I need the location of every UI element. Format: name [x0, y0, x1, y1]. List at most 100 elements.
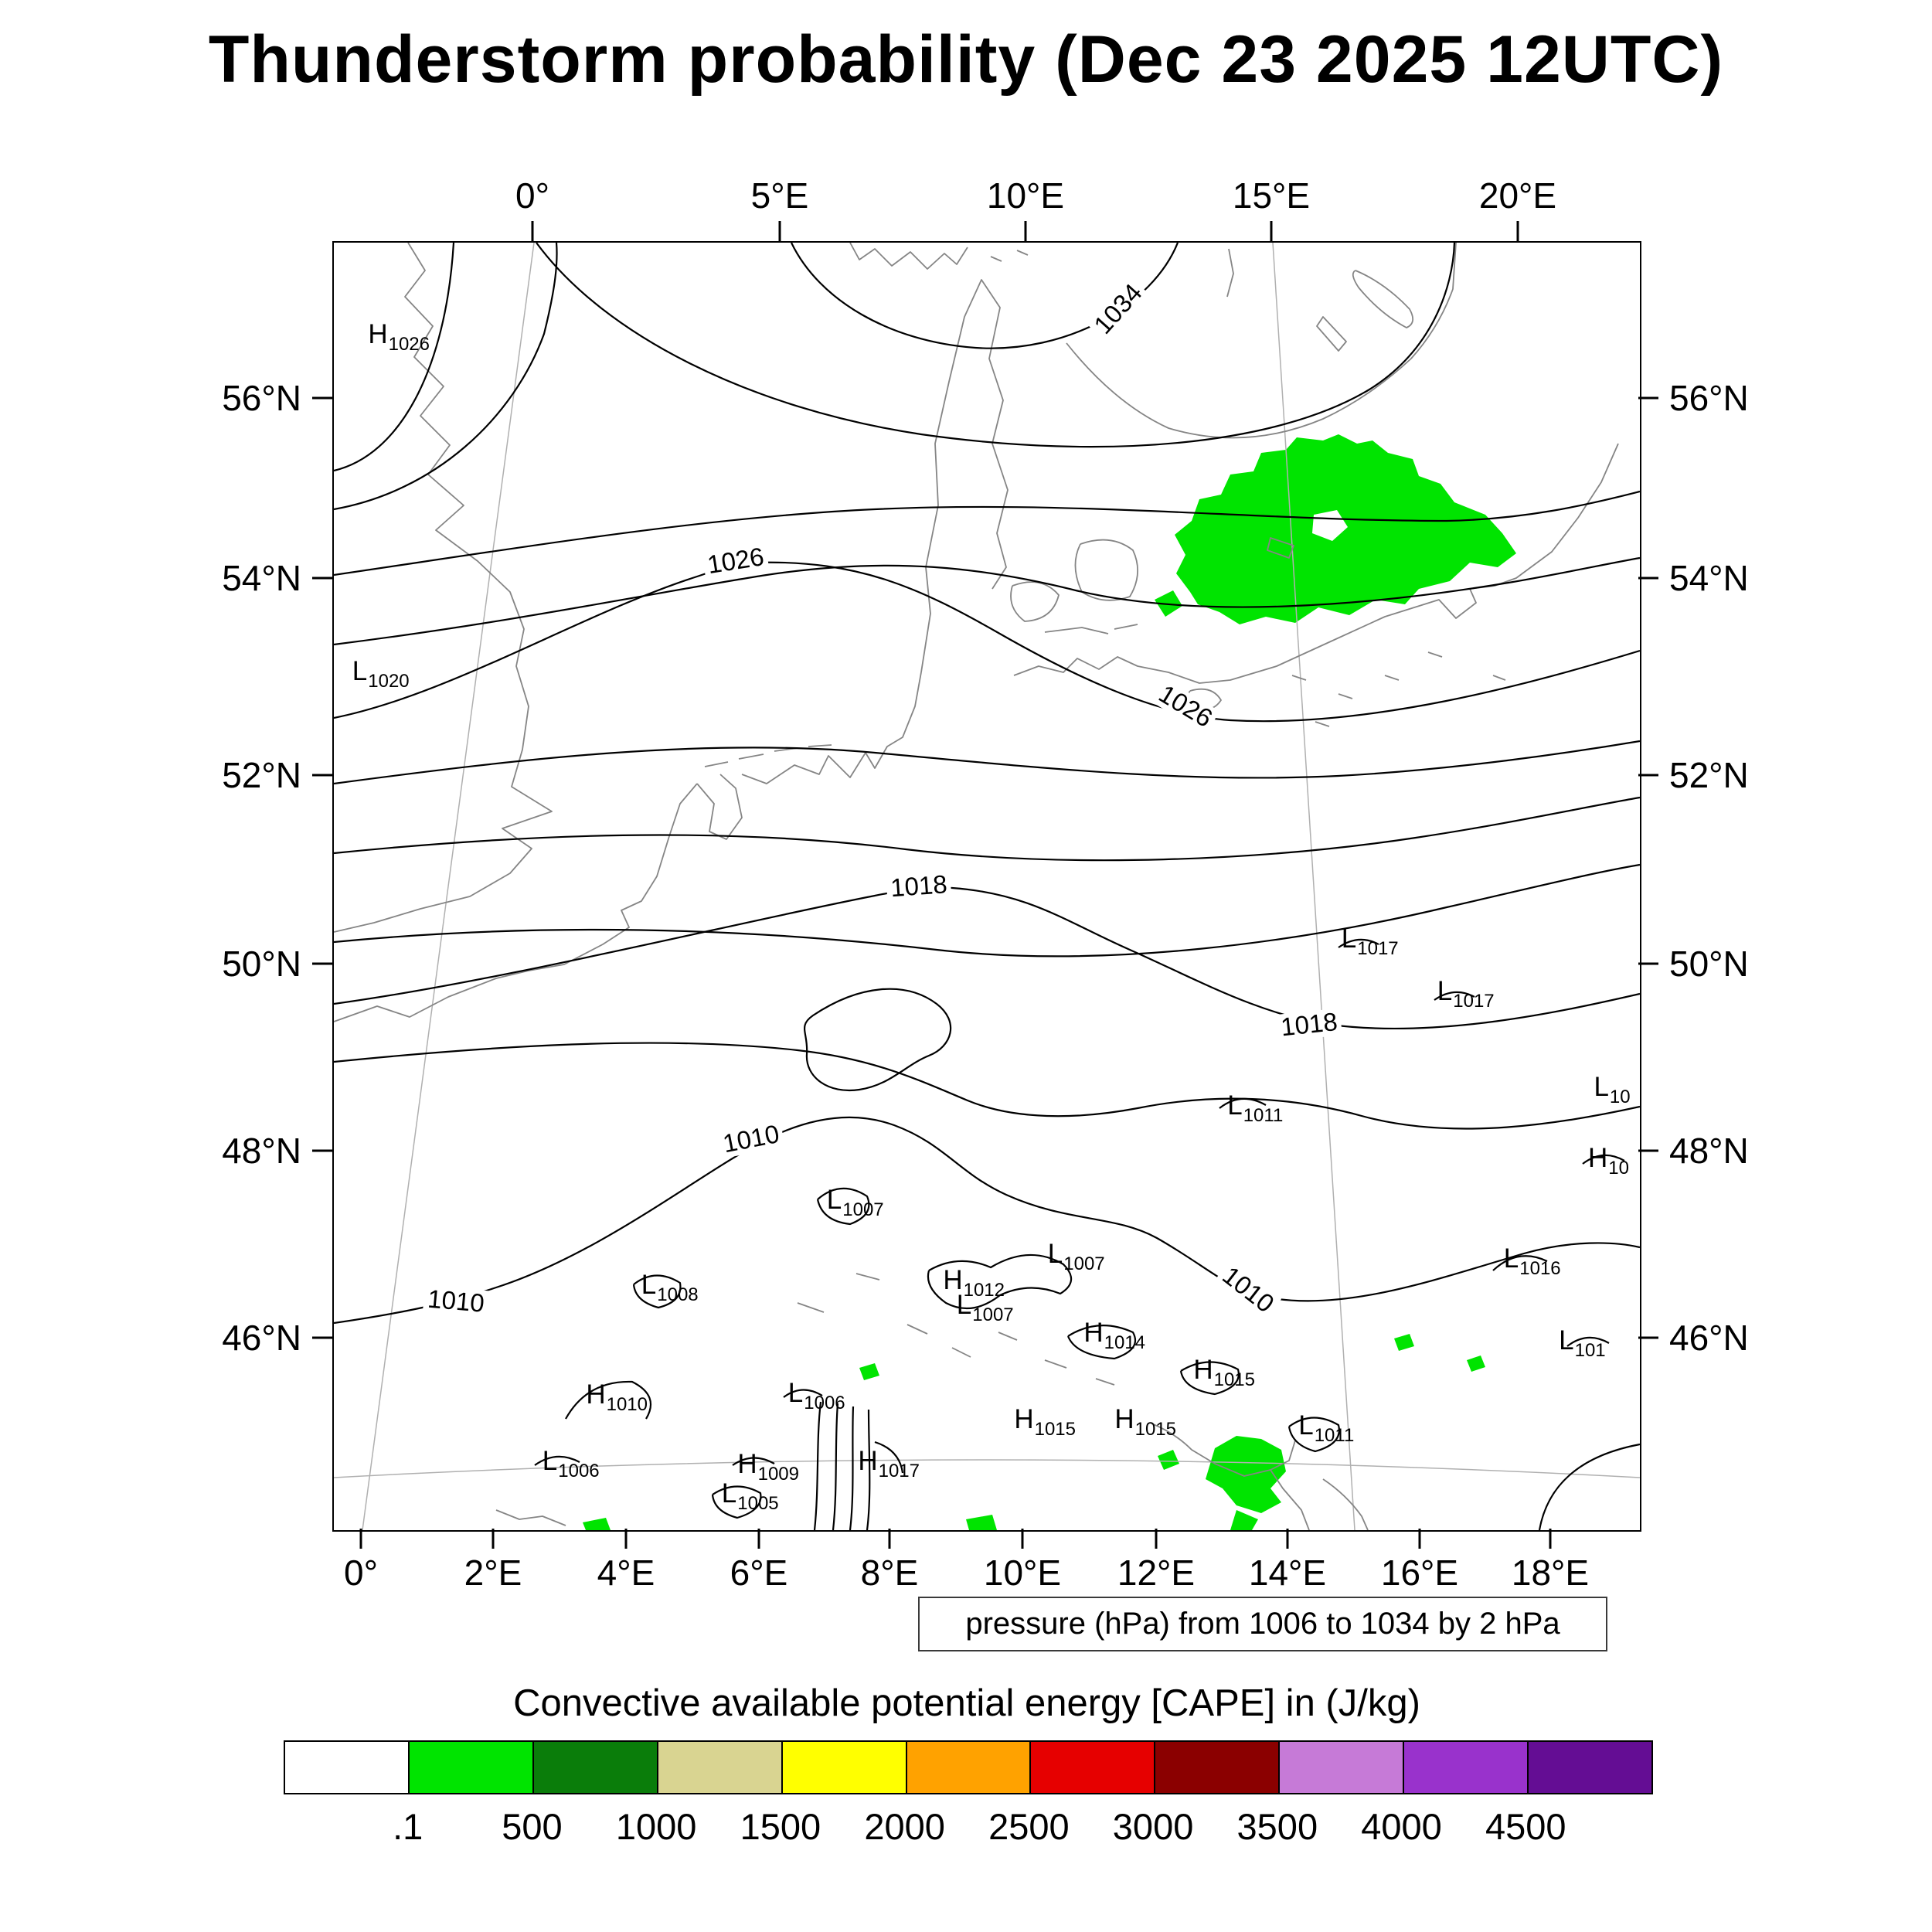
axis-label-left: 48°N: [222, 1131, 301, 1171]
cape-area-south-bit: [1230, 1510, 1258, 1530]
pressure-center-letter: L: [641, 1270, 657, 1301]
isobar-wiggle: [803, 988, 952, 1092]
pressure-center: L1006: [543, 1446, 600, 1481]
axis-label-right: 46°N: [1669, 1318, 1749, 1358]
page-title: Thunderstorm probability (Dec 23 2025 12…: [208, 22, 1724, 97]
axis-tick-top: [1024, 221, 1027, 241]
map-overlays: 1034 1026 1026 1018 1018 1010 1010 1010 H1026 L10…: [334, 243, 1640, 1530]
cape-area-south-main: [1206, 1436, 1286, 1513]
pressure-center: L1007: [826, 1185, 884, 1220]
isobar-loop: [1066, 1325, 1137, 1360]
axis-label-top: 10°E: [986, 175, 1065, 216]
axis-label-top: 15°E: [1232, 175, 1311, 216]
axis-label-bottom: 18°E: [1511, 1553, 1590, 1593]
colorbar-tick-label: 3000: [1112, 1806, 1194, 1847]
coast-britain: [334, 243, 553, 933]
pressure-center: H1014: [1083, 1318, 1145, 1353]
axis-label-bottom: 14°E: [1248, 1553, 1327, 1593]
contour-label: 1026: [1151, 678, 1220, 735]
axis-tick-top: [531, 221, 534, 241]
pressure-caption-box: pressure (hPa) from 1006 to 1034 by 2 hP…: [918, 1597, 1607, 1651]
isobar-1018: [334, 886, 1640, 1030]
isobar-gradient-lines: [813, 1401, 871, 1530]
axis-label-bottom: 6°E: [730, 1553, 788, 1593]
coast-france-benelux: [334, 783, 698, 1022]
coast-jutland: [920, 279, 1009, 673]
pressure-caption-text: pressure (hPa) from 1006 to 1034 by 2 hP…: [965, 1607, 1560, 1641]
pressure-center-letter: L: [352, 656, 368, 687]
axis-label-bottom: 16°E: [1380, 1553, 1459, 1593]
isobars-layer: [334, 243, 1640, 1530]
pressure-center: L1016: [1504, 1243, 1561, 1279]
isobar: [334, 243, 455, 472]
pressure-center-value: 1015: [1134, 1419, 1177, 1440]
pressure-center-value: 1010: [606, 1394, 648, 1416]
axis-tick-top: [1516, 221, 1519, 241]
pressure-center-value: 1007: [842, 1199, 884, 1221]
isobar-arc: [1219, 1097, 1267, 1109]
axis-label-right: 48°N: [1669, 1131, 1749, 1171]
coast-german-bight: [741, 672, 922, 784]
isobar-1010: [334, 1116, 1640, 1325]
pressure-center-value: 1011: [1314, 1425, 1355, 1447]
coast-bornholm: [1267, 537, 1294, 559]
coast-oland: [1316, 316, 1347, 352]
coast-fyn: [1010, 581, 1060, 622]
pressure-center: L1008: [641, 1270, 699, 1305]
pressure-center-value: 1007: [972, 1304, 1014, 1326]
axis-tick-left: [312, 1336, 332, 1339]
cape-colorbar: [284, 1740, 1653, 1794]
pressure-center-value: 1006: [558, 1461, 600, 1482]
axis-tick-left: [312, 396, 332, 400]
pressure-center-letter: L: [1227, 1090, 1243, 1121]
isobar-loop: [632, 1274, 682, 1309]
pressure-center-value: 10: [1608, 1158, 1629, 1179]
contour-label: 1026: [702, 542, 770, 580]
pressure-center-letter: L: [826, 1185, 842, 1216]
coast-lakes-poland: [1291, 651, 1506, 727]
pressure-center-value: 1005: [737, 1493, 779, 1515]
pressure-center-letter: L: [787, 1378, 804, 1409]
pressure-center-value: 10: [1609, 1087, 1631, 1108]
axis-tick-left: [312, 774, 332, 777]
pressure-center-letter: H: [586, 1379, 606, 1410]
pressure-center-letter: L: [721, 1478, 737, 1509]
pressure-center: H1012: [943, 1265, 1005, 1301]
axis-label-bottom: 12°E: [1117, 1553, 1196, 1593]
isobar-arc: [534, 1455, 580, 1466]
colorbar-cell: [1155, 1742, 1281, 1793]
axis-label-left: 52°N: [222, 755, 301, 795]
axis-label-right: 56°N: [1669, 378, 1749, 418]
coast-danish-islands: [1044, 624, 1138, 634]
axis-label-bottom: 10°E: [983, 1553, 1062, 1593]
colorbar-tick-label: 2000: [864, 1806, 945, 1847]
coast-alpine-lakes: [797, 1273, 1115, 1386]
pressure-center-letter: L: [1298, 1410, 1314, 1441]
axis-label-right: 50°N: [1669, 944, 1749, 984]
coast-frisian-islands: [704, 744, 832, 767]
axis-tick-top: [1270, 221, 1273, 241]
axis-label-left: 56°N: [222, 378, 301, 418]
pressure-center-letter: L: [1559, 1325, 1574, 1356]
colorbar-labels: .1 500 1000 1500 2000 2500 3000 3500 4000 4500: [0, 1805, 1932, 1855]
axis-tick-left: [312, 1149, 332, 1152]
pressure-center-value: 1016: [1519, 1258, 1561, 1280]
cape-area-edge-2: [583, 1518, 611, 1530]
pressure-center: L1006: [787, 1378, 845, 1413]
coast-adriatic: [1151, 1423, 1369, 1530]
coast-sjaelland: [1074, 539, 1139, 601]
pressure-center: L1007: [957, 1290, 1014, 1325]
pressure-center: H1015: [1193, 1355, 1255, 1390]
pressure-center-value: 1020: [368, 671, 410, 692]
colorbar-cell: [906, 1742, 1032, 1793]
isobar-arc: [1582, 1154, 1625, 1165]
pressure-center: H1015: [1014, 1404, 1076, 1440]
colorbar-tick-label: 500: [502, 1806, 563, 1847]
meridian-0e: [362, 243, 535, 1530]
axis-label-top: 0°: [515, 175, 549, 216]
axis-label-top: 20°E: [1478, 175, 1557, 216]
pressure-center-letter: L: [1047, 1239, 1063, 1270]
map-plot: 1034 1026 1026 1018 1018 1010 1010 1010 H1026 L10…: [332, 241, 1641, 1532]
pressure-center-value: 1015: [1213, 1369, 1256, 1391]
